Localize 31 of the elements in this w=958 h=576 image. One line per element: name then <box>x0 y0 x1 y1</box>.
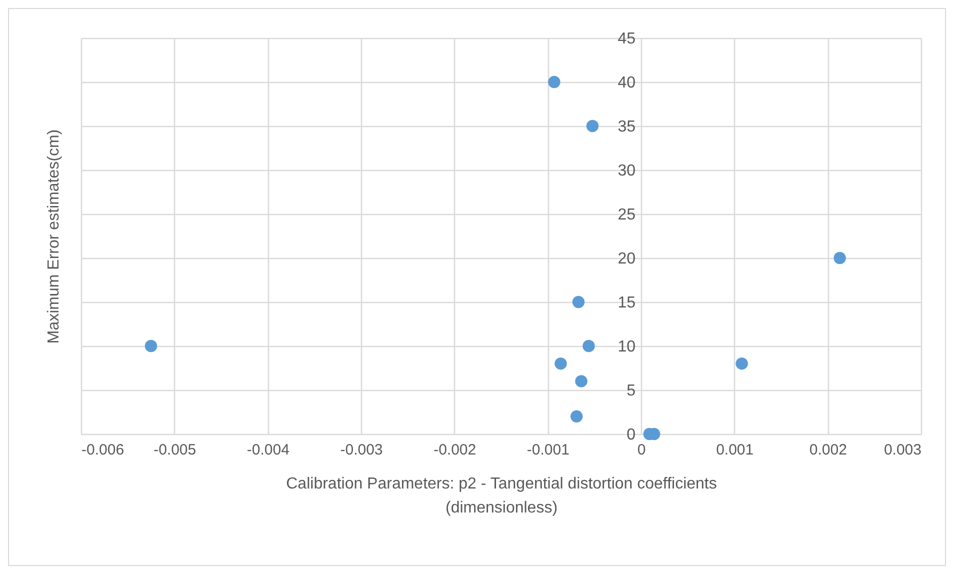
y-tick-label: 45 <box>618 30 636 48</box>
x-tick-label: -0.006 <box>82 442 124 458</box>
y-tick-label: 40 <box>618 74 636 92</box>
point <box>586 120 599 132</box>
point <box>575 375 588 388</box>
x-tick-label: -0.001 <box>526 442 570 458</box>
x-tick-label: -0.004 <box>246 442 290 458</box>
y-tick-label: 0 <box>626 426 636 444</box>
y-tick-label: 5 <box>626 382 636 400</box>
y-tick-label: 15 <box>618 294 636 312</box>
x-tick-label: -0.003 <box>340 442 383 458</box>
x-tick-label: 0.003 <box>884 442 922 458</box>
point <box>582 340 595 352</box>
x-tick-label: 0.002 <box>809 442 847 458</box>
y-tick-label: 10 <box>618 338 636 356</box>
x-tick-label: 0.001 <box>716 442 754 458</box>
x-tick-label: -0.002 <box>434 442 476 458</box>
y-tick-label: 30 <box>618 162 636 180</box>
point <box>144 340 158 352</box>
point <box>834 252 846 264</box>
x-axis-title: Calibration Parameters: p2 - Tangential distortion coefficients (dimensionless) <box>286 476 717 516</box>
y-tick-label: 20 <box>618 250 636 268</box>
point <box>548 76 560 88</box>
y-axis-title: Maximum Error estimates(cm) <box>46 129 62 344</box>
point <box>572 296 585 308</box>
point <box>570 410 583 423</box>
y-tick-label: 25 <box>618 206 636 224</box>
x-tick-label: -0.005 <box>154 442 196 458</box>
point <box>554 357 567 370</box>
y-tick-label: 35 <box>618 118 636 136</box>
point <box>736 357 748 370</box>
